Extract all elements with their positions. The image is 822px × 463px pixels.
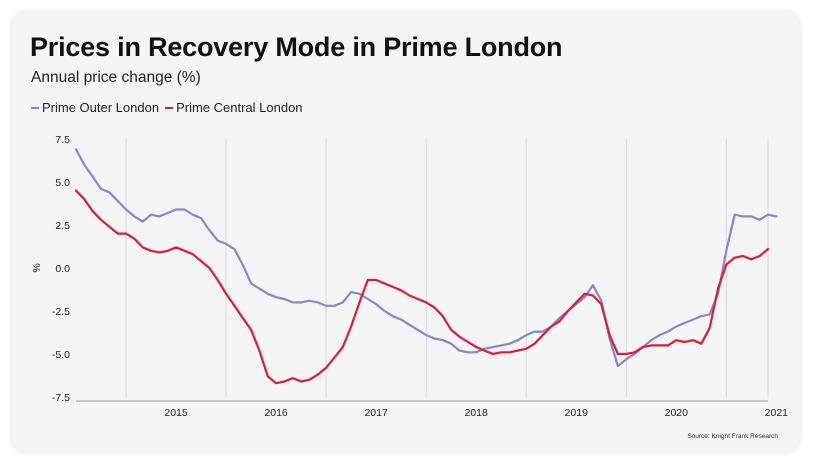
y-tick-label-3: 0.0 xyxy=(55,263,70,275)
y-axis-title: % xyxy=(31,263,43,272)
series-line-prime-central-london xyxy=(74,189,770,385)
y-tick-label-4: -2.5 xyxy=(52,306,70,318)
x-tick-label-2018: 2018 xyxy=(465,407,489,419)
y-tick-label-1: 5.0 xyxy=(55,177,70,189)
y-tick-label-6: -7.5 xyxy=(52,392,70,404)
x-tick-label-2016: 2016 xyxy=(264,407,288,419)
source-note: Source: Knight Frank Research xyxy=(687,433,778,440)
legend-label-outer: Prime Outer London xyxy=(42,100,160,115)
series-lines xyxy=(74,148,778,385)
legend-swatch-central xyxy=(165,106,174,109)
x-tick-label-2020: 2020 xyxy=(665,407,689,419)
legend-item-central[interactable]: Prime Central London xyxy=(165,100,303,115)
x-tick-label-2015: 2015 xyxy=(164,407,188,419)
x-axis: 2015 2016 2017 2018 2019 2020 2021 xyxy=(76,400,789,419)
y-axis: 7.5 5.0 2.5 0.0 -2.5 -5.0 -7.5% xyxy=(31,134,70,404)
series-line-prime-outer-london xyxy=(74,148,778,368)
y-tick-label-5: -5.0 xyxy=(52,349,70,361)
x-tick-label-2021: 2021 xyxy=(765,407,789,419)
chart-subtitle: Annual price change (%) xyxy=(31,69,201,86)
legend: Prime Outer London Prime Central London xyxy=(31,100,309,115)
legend-swatch-outer xyxy=(31,106,39,109)
y-tick-label-2: 2.5 xyxy=(55,220,70,232)
grid-lines xyxy=(125,139,769,397)
legend-item-outer[interactable]: Prime Outer London xyxy=(31,100,159,115)
x-tick-label-2019: 2019 xyxy=(565,407,589,419)
x-tick-label-2017: 2017 xyxy=(364,407,388,419)
chart-title: Prices in Recovery Mode in Prime London xyxy=(30,32,563,62)
legend-label-central: Prime Central London xyxy=(176,100,303,115)
y-tick-label-0: 7.5 xyxy=(55,134,70,146)
chart-card xyxy=(12,12,800,452)
